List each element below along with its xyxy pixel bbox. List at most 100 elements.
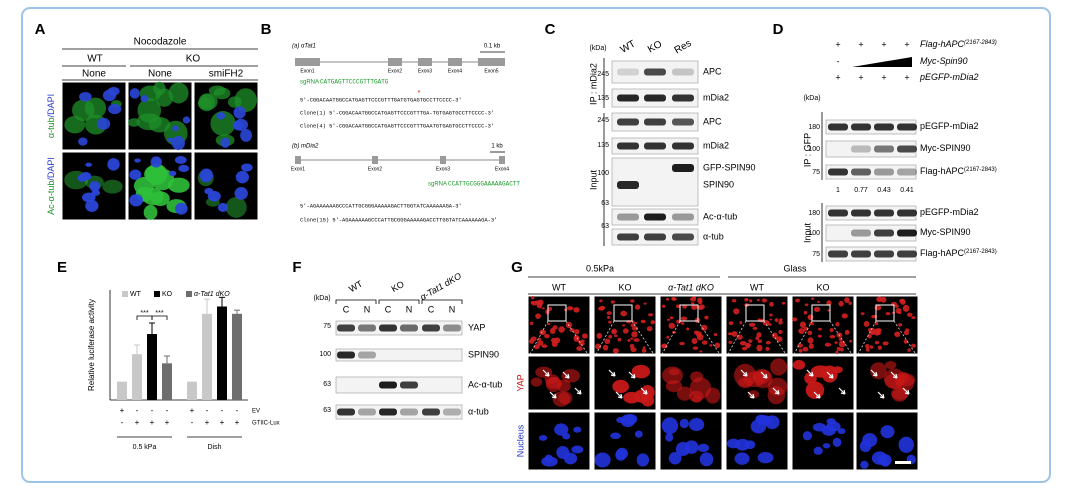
cell bbox=[774, 318, 779, 323]
arrow bbox=[806, 369, 814, 377]
zoom-box bbox=[875, 304, 895, 322]
blot-band bbox=[617, 213, 639, 221]
exon-label: Exon2 bbox=[368, 166, 382, 172]
exon-label: Exon1 bbox=[300, 68, 314, 74]
sign: - bbox=[136, 406, 139, 415]
exon-label: Exon5 bbox=[484, 68, 498, 74]
cell bbox=[756, 332, 762, 338]
exon-label: Exon2 bbox=[388, 68, 402, 74]
cell bbox=[874, 340, 880, 345]
band-label: pEGFP-mDia2 bbox=[920, 207, 979, 217]
cell bbox=[688, 417, 705, 431]
blot-band bbox=[358, 324, 376, 332]
cell bbox=[859, 440, 872, 453]
cell bbox=[818, 327, 822, 331]
group-label: Dish bbox=[207, 444, 221, 451]
cell bbox=[640, 319, 646, 324]
cell bbox=[610, 432, 621, 440]
blot-band bbox=[617, 142, 639, 150]
cell bbox=[769, 301, 774, 307]
panel-letter: C bbox=[545, 21, 556, 38]
cell bbox=[167, 177, 190, 193]
cell bbox=[891, 311, 896, 314]
cell bbox=[573, 426, 582, 433]
cell bbox=[108, 103, 122, 115]
zoom-box bbox=[745, 304, 765, 322]
cell bbox=[537, 340, 544, 346]
cell bbox=[816, 300, 821, 303]
zoom-line bbox=[792, 320, 813, 357]
cell bbox=[911, 343, 916, 348]
blot-band bbox=[379, 324, 397, 332]
band-label: α-tub bbox=[703, 231, 724, 241]
zoom-box bbox=[811, 304, 831, 322]
fraction: C bbox=[428, 304, 435, 314]
blot-band bbox=[874, 168, 894, 176]
cell bbox=[772, 332, 778, 339]
panel-letter: F bbox=[292, 259, 301, 276]
cell bbox=[795, 298, 800, 303]
arrow bbox=[628, 371, 636, 379]
cell bbox=[848, 301, 852, 305]
zoom-line bbox=[594, 320, 615, 357]
cell bbox=[676, 319, 682, 324]
cell bbox=[792, 359, 806, 370]
lane-bracket bbox=[421, 299, 463, 304]
cell bbox=[798, 328, 805, 334]
bar bbox=[202, 313, 212, 400]
cell bbox=[835, 322, 840, 327]
cell bbox=[734, 452, 750, 465]
arrow bbox=[574, 387, 582, 395]
cell bbox=[631, 331, 638, 338]
cell bbox=[781, 301, 786, 305]
cell bbox=[622, 328, 629, 334]
cell bbox=[534, 300, 540, 304]
cell bbox=[175, 202, 188, 215]
cell bbox=[875, 331, 882, 335]
ip-label: IP : GFP bbox=[802, 133, 812, 167]
zoom-line bbox=[528, 320, 549, 357]
cell bbox=[150, 156, 162, 168]
panel-letter: D bbox=[773, 21, 784, 38]
cell bbox=[530, 301, 534, 305]
sign: + bbox=[858, 72, 863, 82]
cell bbox=[665, 433, 674, 442]
sequence: Clone(15) 5'-AGAAAAAAGCCCATTGCGGGAAAAAGA… bbox=[300, 217, 497, 223]
blot-band bbox=[379, 408, 397, 416]
cell bbox=[698, 300, 703, 305]
zoom-box bbox=[613, 304, 633, 322]
cell bbox=[869, 345, 874, 349]
cell bbox=[832, 437, 842, 448]
row-label: EV bbox=[252, 409, 260, 415]
marker: 63 bbox=[601, 200, 609, 207]
quant: 0.41 bbox=[900, 187, 914, 194]
quant: 0.43 bbox=[877, 187, 891, 194]
cell bbox=[898, 323, 903, 327]
guide: CCATTGCGGGAAAAAGACTT bbox=[448, 181, 520, 188]
zoom-line bbox=[697, 320, 722, 357]
blot-band bbox=[617, 181, 639, 189]
cell bbox=[171, 136, 185, 151]
band-label: Ac-α-tub bbox=[468, 379, 502, 389]
cell bbox=[634, 430, 643, 438]
cell bbox=[809, 321, 814, 326]
label-main: pEGFP-mDia2 bbox=[920, 207, 979, 217]
cell bbox=[661, 304, 666, 308]
cell bbox=[129, 194, 143, 207]
cell bbox=[757, 339, 763, 344]
cell bbox=[539, 329, 547, 336]
cell bbox=[869, 327, 876, 334]
condition: None bbox=[148, 69, 172, 80]
cell bbox=[684, 440, 699, 454]
quant: 0.77 bbox=[854, 187, 868, 194]
bar bbox=[117, 381, 127, 400]
cell bbox=[596, 332, 603, 339]
cell bbox=[882, 341, 889, 346]
cell bbox=[876, 296, 883, 303]
cell bbox=[168, 170, 177, 177]
blot-band bbox=[672, 142, 694, 150]
cell bbox=[871, 315, 876, 319]
cell bbox=[530, 377, 543, 387]
blot-band bbox=[828, 123, 848, 131]
cell bbox=[803, 326, 809, 331]
